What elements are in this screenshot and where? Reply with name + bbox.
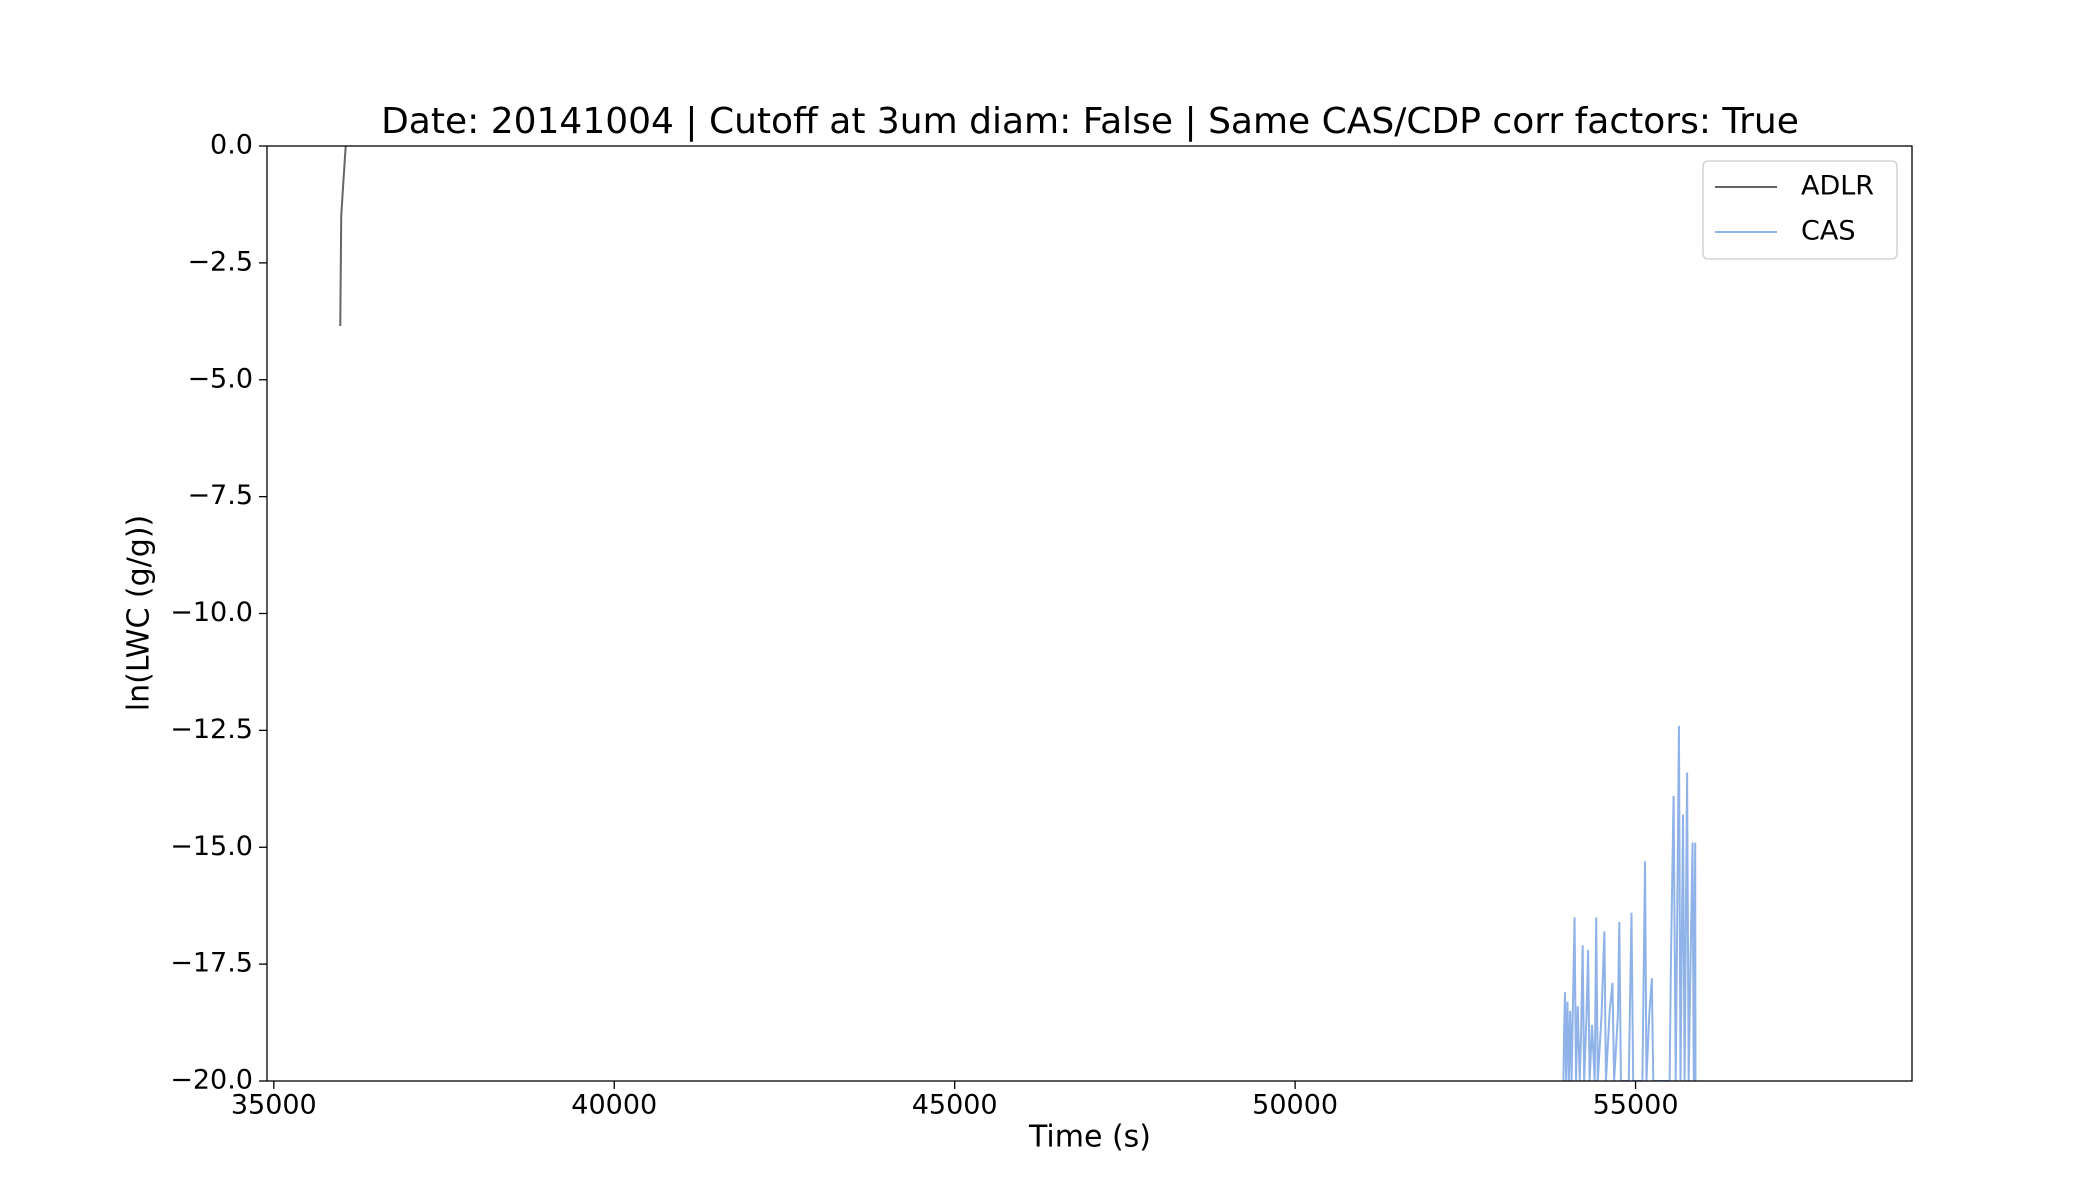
legend-label: ADLR: [1801, 171, 1874, 202]
chart-title: Date: 20141004 | Cutoff at 3um diam: Fal…: [381, 101, 1799, 142]
x-tick-label: 35000: [231, 1090, 317, 1121]
series-line: [1562, 725, 1697, 1081]
y-tick-label: −20.0: [170, 1065, 253, 1096]
y-axis-label: ln(LWC (g/g)): [122, 515, 157, 711]
y-tick-label: −5.0: [187, 363, 253, 394]
x-tick-label: 50000: [1252, 1090, 1338, 1121]
series-line: [339, 146, 347, 326]
y-tick-label: −2.5: [187, 246, 253, 277]
y-tick-label: −15.0: [170, 831, 253, 862]
y-tick-label: 0.0: [210, 130, 253, 161]
x-tick-label: 40000: [571, 1090, 657, 1121]
plot-frame: [266, 145, 1913, 1082]
x-tick-label: 45000: [912, 1090, 998, 1121]
y-tick-label: −17.5: [170, 948, 253, 979]
y-tick-label: −10.0: [170, 597, 253, 628]
legend-label: CAS: [1801, 216, 1855, 247]
x-axis-label: Time (s): [1028, 1120, 1151, 1155]
x-tick-label: 55000: [1593, 1090, 1679, 1121]
legend-box: [1702, 160, 1898, 260]
y-tick-label: −7.5: [187, 480, 253, 511]
y-tick-label: −12.5: [170, 714, 253, 745]
